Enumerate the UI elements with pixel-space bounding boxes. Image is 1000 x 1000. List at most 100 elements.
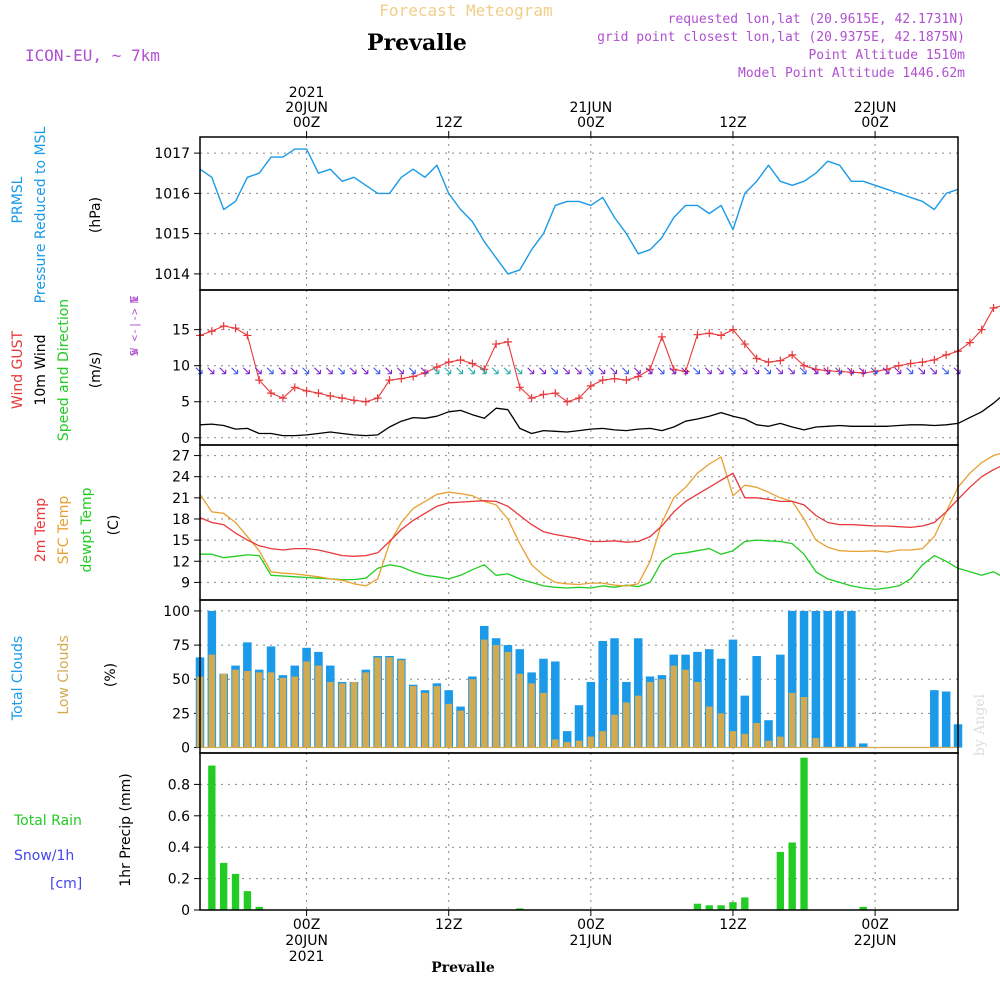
- y-tick-label: 1015: [154, 227, 190, 243]
- low-cloud-bar: [658, 679, 666, 748]
- panel-frame: [199, 136, 959, 291]
- low-cloud-bar: [279, 677, 287, 748]
- low-cloud-bar: [220, 673, 227, 748]
- wind-direction-arrow: [242, 367, 250, 375]
- wind-gust-line: [199, 305, 1000, 403]
- wind-direction-arrow: [290, 367, 298, 375]
- pressure-line: [199, 148, 959, 275]
- low-cloud-bar: [398, 660, 405, 748]
- low-cloud-bar: [741, 733, 749, 748]
- chart-subtitle: Forecast Meteogram: [379, 1, 552, 20]
- total-cloud-bar: [776, 654, 785, 748]
- wind-direction-arrow: [420, 367, 428, 375]
- rain-bar: [800, 757, 808, 910]
- wind-direction-arrow: [728, 367, 736, 375]
- wind-direction-arrow: [337, 367, 345, 375]
- low-cloud-bar: [599, 731, 606, 748]
- compass-n: N: [128, 297, 141, 304]
- rain-bar: [776, 851, 785, 910]
- label-ms: (m/s): [88, 352, 104, 389]
- label-total-rain: Total Rain: [13, 813, 82, 829]
- total-cloud-bar: [835, 610, 844, 748]
- total-cloud-bar: [847, 610, 856, 748]
- dewpt-line: [200, 539, 1000, 591]
- gust-marker: [610, 374, 619, 383]
- gust-marker: [314, 389, 323, 398]
- bottom-x-tick-label: 2021: [289, 949, 325, 965]
- low-cloud-bar: [623, 702, 630, 748]
- gust-marker: [444, 358, 453, 367]
- gust-marker: [918, 358, 927, 367]
- gust-marker: [977, 325, 986, 334]
- rain-bar: [255, 906, 263, 910]
- gust-marker: [989, 304, 998, 313]
- gust-marker: [622, 376, 631, 385]
- wind-direction-arrow: [503, 367, 511, 375]
- wind-direction-arrow: [231, 367, 239, 375]
- rain-bar: [859, 906, 867, 910]
- gust-marker: [302, 386, 311, 395]
- low-cloud-bar: [563, 742, 571, 748]
- total-cloud-bar: [740, 695, 750, 748]
- gust-marker: [894, 361, 903, 370]
- top-x-tick-label: 22JUN: [854, 100, 897, 116]
- low-cloud-bar: [421, 692, 429, 748]
- low-cloud-bar: [469, 679, 476, 748]
- gust-marker: [243, 331, 252, 340]
- low-cloud-bar: [575, 740, 583, 748]
- low-cloud-bar: [611, 714, 618, 748]
- wind-direction-arrow: [799, 367, 807, 375]
- total-cloud-bar: [610, 638, 619, 748]
- gust-marker: [728, 325, 737, 334]
- top-x-tick-label: 21JUN: [570, 100, 613, 116]
- wind-direction-arrow: [681, 367, 689, 375]
- gust-marker: [290, 383, 299, 392]
- low-cloud-bar: [717, 713, 725, 748]
- gust-marker: [503, 337, 512, 346]
- gust-marker: [326, 391, 335, 400]
- low-cloud-bar: [232, 669, 239, 748]
- y-tick-label: 0: [181, 903, 190, 919]
- low-cloud-bar: [729, 731, 737, 748]
- gust-marker: [859, 368, 868, 377]
- wind-direction-arrow: [906, 367, 914, 375]
- low-cloud-bar: [788, 692, 796, 748]
- low-cloud-bar: [540, 692, 547, 748]
- bottom-x-tick-label: 00Z: [293, 917, 320, 933]
- y-tick-label: 1016: [154, 186, 190, 202]
- top-x-tick-label: 00Z: [861, 115, 888, 131]
- low-cloud-bar: [777, 736, 784, 748]
- wind-direction-arrow: [468, 367, 475, 375]
- gust-marker: [278, 394, 287, 403]
- y-tick-label: 18: [172, 512, 190, 528]
- label-sfc-temp: SFC Temp: [56, 496, 72, 565]
- wind-direction-arrow: [775, 367, 783, 375]
- wind-speed-line: [199, 396, 1000, 437]
- requested-coords: requested lon,lat (20.9615E, 42.1731N): [668, 12, 965, 27]
- watermark: by Angel: [972, 693, 988, 756]
- total-cloud-bar: [728, 639, 738, 748]
- low-cloud-bar: [800, 696, 808, 748]
- wind-direction-arrow: [456, 367, 464, 375]
- point-altitude: Point Altitude 1510m: [808, 48, 965, 63]
- gust-marker: [397, 374, 406, 383]
- wind-direction-arrow: [515, 367, 523, 375]
- y-tick-label: 0.8: [168, 777, 190, 793]
- wind-direction-arrow: [527, 367, 535, 375]
- sfc-temp-line: [199, 452, 1000, 587]
- total-cloud-bar: [941, 691, 951, 748]
- label-wind-gust: Wind GUST: [10, 330, 26, 409]
- wind-direction-arrow: [598, 367, 606, 375]
- low-cloud-bar: [374, 657, 381, 748]
- plot-layer: [195, 131, 1000, 916]
- low-cloud-bar: [587, 736, 595, 748]
- wind-direction-arrow: [811, 367, 819, 375]
- wind-direction-arrow: [858, 367, 866, 375]
- wind-direction-arrow: [491, 367, 499, 375]
- gust-marker: [421, 368, 430, 377]
- y-tick-label: 50: [172, 672, 190, 688]
- low-cloud-bar: [504, 651, 512, 748]
- compass-we: W <-|-> E: [128, 295, 141, 355]
- model-altitude: Model Point Altitude 1446.62m: [738, 66, 965, 81]
- rain-bar: [220, 862, 228, 910]
